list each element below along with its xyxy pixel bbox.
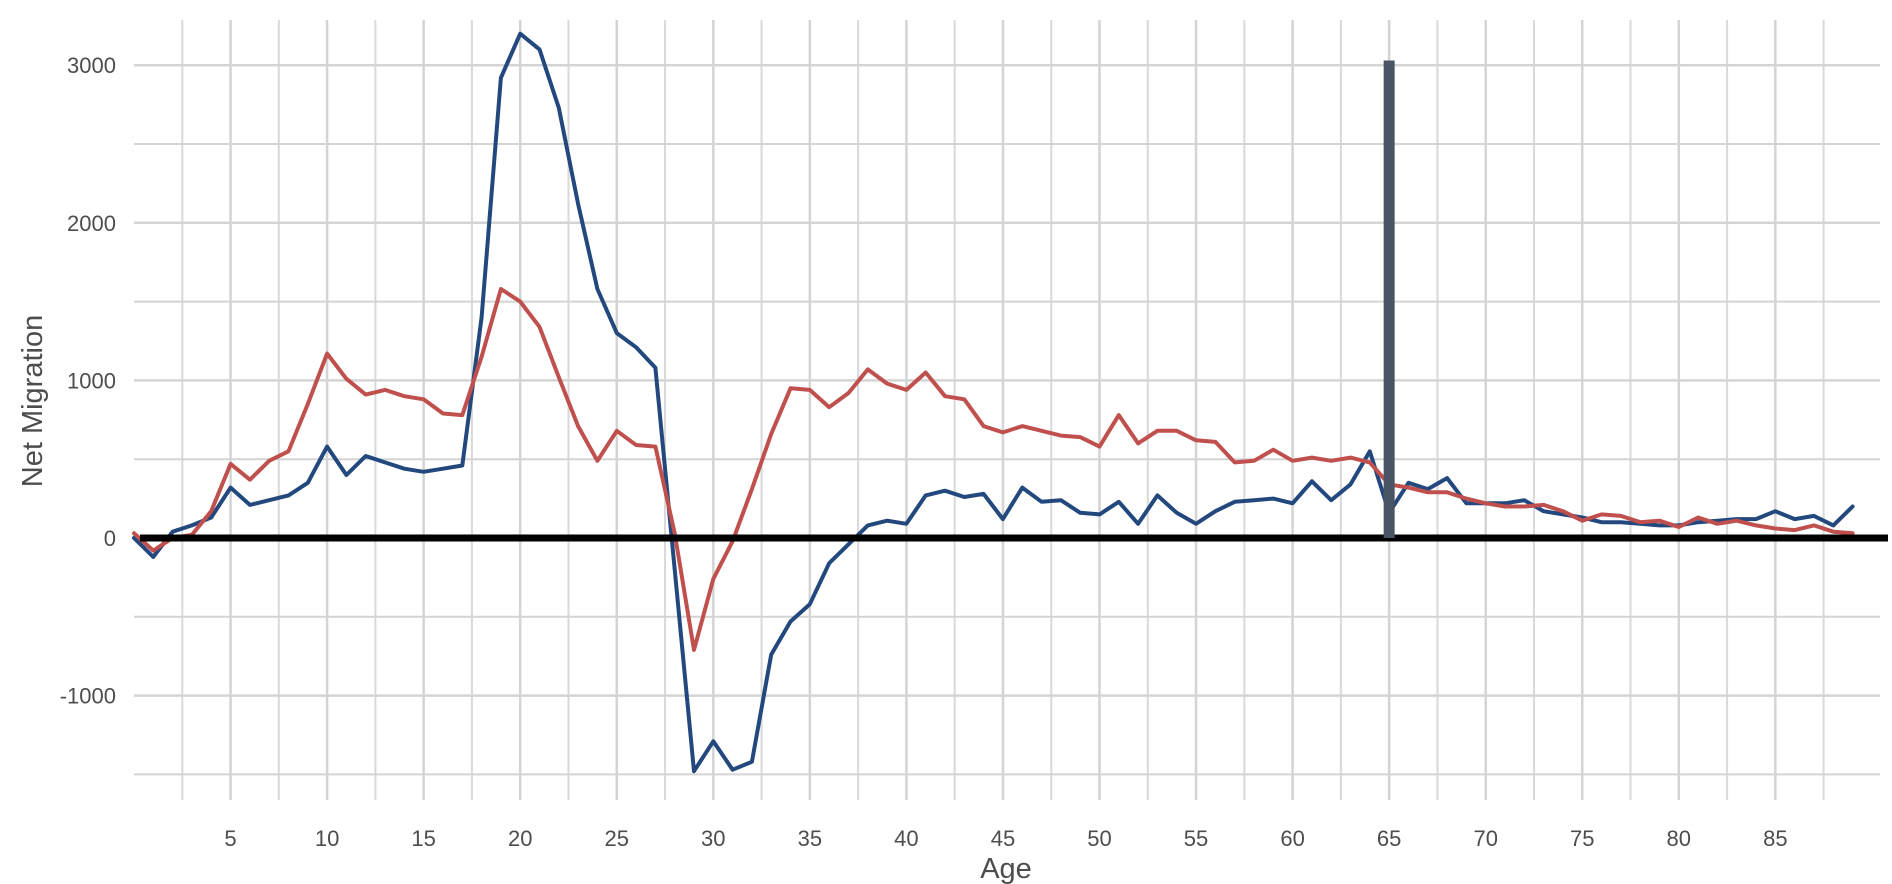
x-tick-label: 55	[1184, 826, 1208, 851]
x-tick-label: 15	[411, 826, 435, 851]
x-axis-title: Age	[980, 853, 1032, 884]
reference-lines	[140, 60, 1888, 542]
x-tick-label: 70	[1473, 826, 1497, 851]
y-tick-labels: -1000 0 1000 2000 3000	[60, 53, 116, 708]
x-tick-label: 10	[315, 826, 339, 851]
grid	[134, 20, 1880, 800]
series-line-2	[132, 287, 1855, 652]
x-tick-label: 85	[1763, 826, 1787, 851]
y-axis-title: Net Migration	[17, 315, 49, 487]
x-tick-label: 80	[1667, 826, 1691, 851]
y-tick-label: 0	[104, 526, 116, 551]
y-tick-label: -1000	[60, 684, 116, 709]
x-tick-label: 30	[701, 826, 725, 851]
x-tick-label: 65	[1377, 826, 1401, 851]
x-tick-label: 60	[1280, 826, 1304, 851]
x-tick-label: 40	[894, 826, 918, 851]
x-tick-label: 45	[991, 826, 1015, 851]
y-tick-label: 3000	[67, 53, 116, 78]
x-tick-label: 20	[508, 826, 532, 851]
y-tick-label: 1000	[67, 368, 116, 393]
y-tick-label: 2000	[67, 211, 116, 236]
x-tick-label: 75	[1570, 826, 1594, 851]
x-tick-labels: 5 10 15 20 25 30 35 40 45 50 55 60 65 70 75 80 85	[224, 826, 1787, 851]
x-tick-label: 50	[1087, 826, 1111, 851]
series-lines	[132, 31, 1855, 774]
x-tick-label: 5	[224, 826, 236, 851]
x-tick-label: 25	[605, 826, 629, 851]
x-tick-label: 35	[798, 826, 822, 851]
